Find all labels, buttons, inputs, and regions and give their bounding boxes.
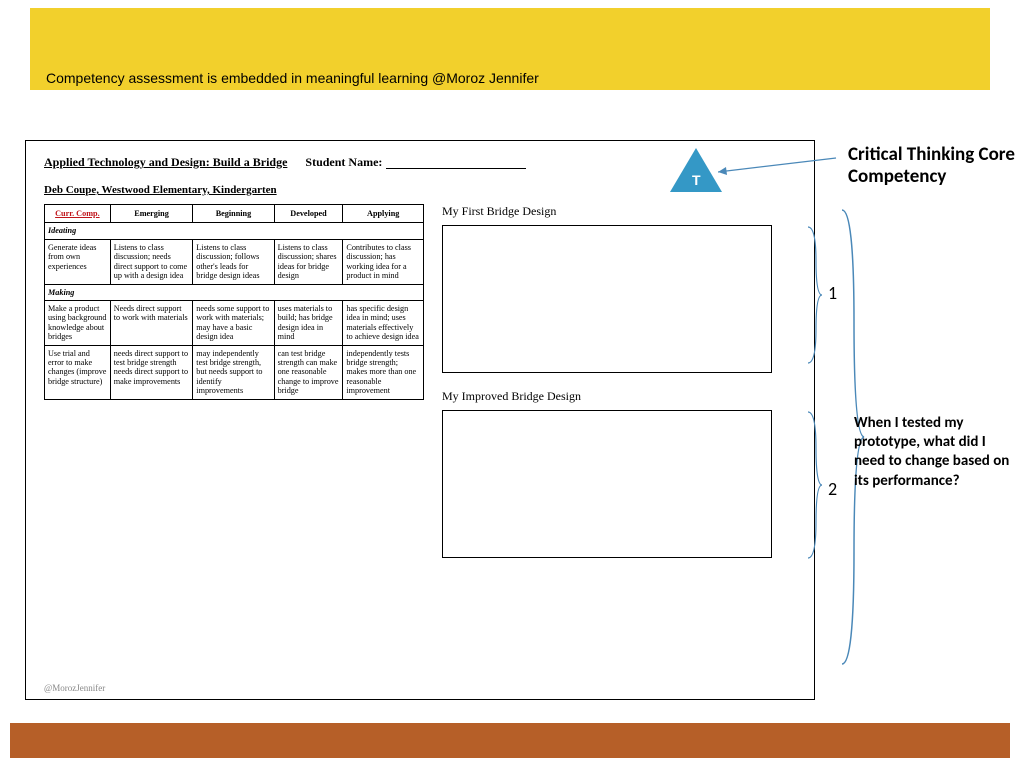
section-ideating: Ideating xyxy=(45,223,424,239)
design-box-2 xyxy=(442,410,772,558)
brace-box2 xyxy=(806,410,824,560)
table-row: Make a product using background knowledg… xyxy=(45,300,424,345)
doc-body: Curr. Comp. Emerging Beginning Developed… xyxy=(44,204,796,574)
rubric-side: Curr. Comp. Emerging Beginning Developed… xyxy=(44,204,424,574)
name-blank-line xyxy=(386,157,526,169)
right-question: When I tested my prototype, what did I n… xyxy=(854,414,1012,491)
arrow-line xyxy=(718,150,848,180)
doc-credit: @MorozJennifer xyxy=(44,683,105,693)
rubric-table: Curr. Comp. Emerging Beginning Developed… xyxy=(44,204,424,400)
design1-title: My First Bridge Design xyxy=(442,204,796,219)
brace-box1 xyxy=(806,225,824,365)
number-2: 2 xyxy=(828,478,837,500)
design-box-1 xyxy=(442,225,772,373)
design2-title: My Improved Bridge Design xyxy=(442,389,796,404)
rubric-header-row: Curr. Comp. Emerging Beginning Developed… xyxy=(45,205,424,223)
document-frame: Applied Technology and Design: Build a B… xyxy=(25,140,815,700)
student-name-label: Student Name: xyxy=(305,155,382,170)
rubric-head-2: Beginning xyxy=(193,205,274,223)
triangle-letter: T xyxy=(692,172,701,188)
rubric-head-0: Curr. Comp. xyxy=(45,205,111,223)
table-row: Generate ideas from own experiences List… xyxy=(45,239,424,284)
right-heading: Critical Thinking Core Competency xyxy=(848,144,1020,188)
doc-title: Applied Technology and Design: Build a B… xyxy=(44,155,287,170)
design-side: My First Bridge Design My Improved Bridg… xyxy=(442,204,796,574)
number-1: 1 xyxy=(828,282,837,304)
banner: Competency assessment is embedded in mea… xyxy=(30,8,990,90)
rubric-head-4: Applying xyxy=(343,205,424,223)
table-row: Use trial and error to make changes (imp… xyxy=(45,345,424,399)
banner-text: Competency assessment is embedded in mea… xyxy=(46,70,539,86)
orange-bar xyxy=(10,723,1010,758)
section-making: Making xyxy=(45,284,424,300)
rubric-head-1: Emerging xyxy=(110,205,193,223)
rubric-head-3: Developed xyxy=(274,205,343,223)
